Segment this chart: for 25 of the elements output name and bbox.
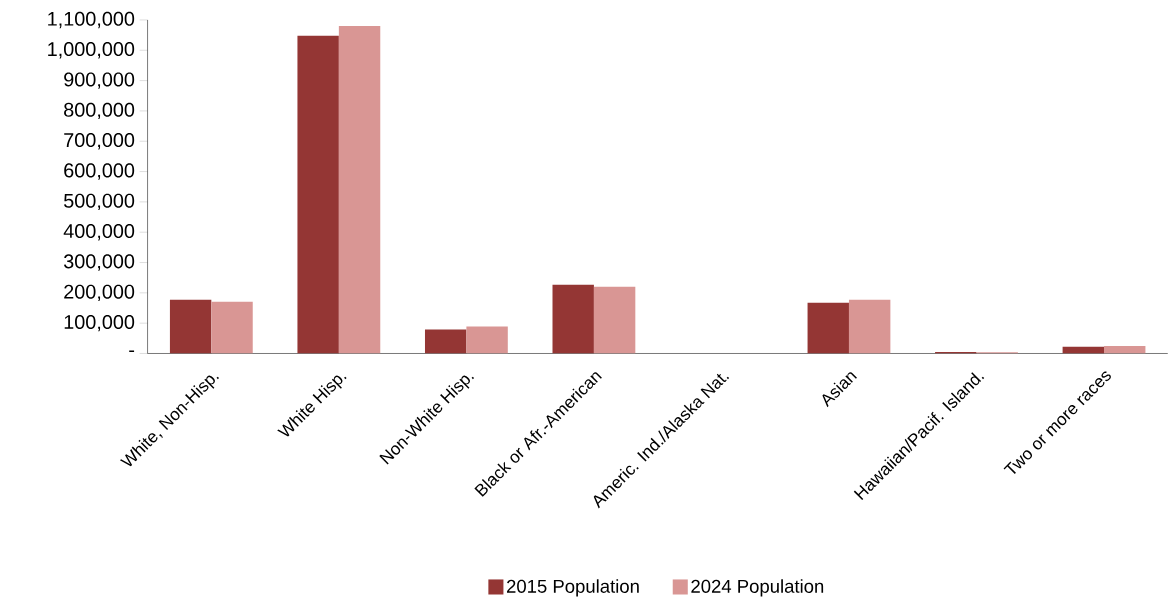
legend-label: 2015 Population	[507, 579, 639, 597]
y-tick-label: -	[129, 350, 135, 352]
y-tick-label: 1,100,000	[48, 11, 135, 28]
y-tick-label: 1,000,000	[48, 41, 135, 59]
y-tick-label: 700,000	[64, 132, 135, 150]
y-tick-label: 800,000	[64, 102, 135, 119]
bar	[848, 299, 891, 354]
y-tick-label: 200,000	[64, 284, 135, 301]
y-tick-label: 500,000	[64, 193, 135, 210]
bar	[593, 286, 636, 354]
bar	[424, 329, 467, 354]
bar	[338, 25, 381, 354]
y-tick-label: 600,000	[64, 163, 135, 180]
bar	[807, 302, 849, 354]
y-tick-label: 900,000	[64, 72, 135, 89]
legend-label: 2024 Population	[691, 579, 824, 597]
bar	[1104, 345, 1146, 354]
y-tick-label: 300,000	[63, 254, 135, 271]
bar	[297, 35, 339, 354]
bar	[169, 299, 212, 354]
bar	[211, 301, 253, 354]
bar	[552, 284, 594, 354]
y-tick-label: 400,000	[63, 223, 135, 241]
y-tick-label: 100,000	[64, 314, 135, 332]
bar	[466, 326, 508, 354]
